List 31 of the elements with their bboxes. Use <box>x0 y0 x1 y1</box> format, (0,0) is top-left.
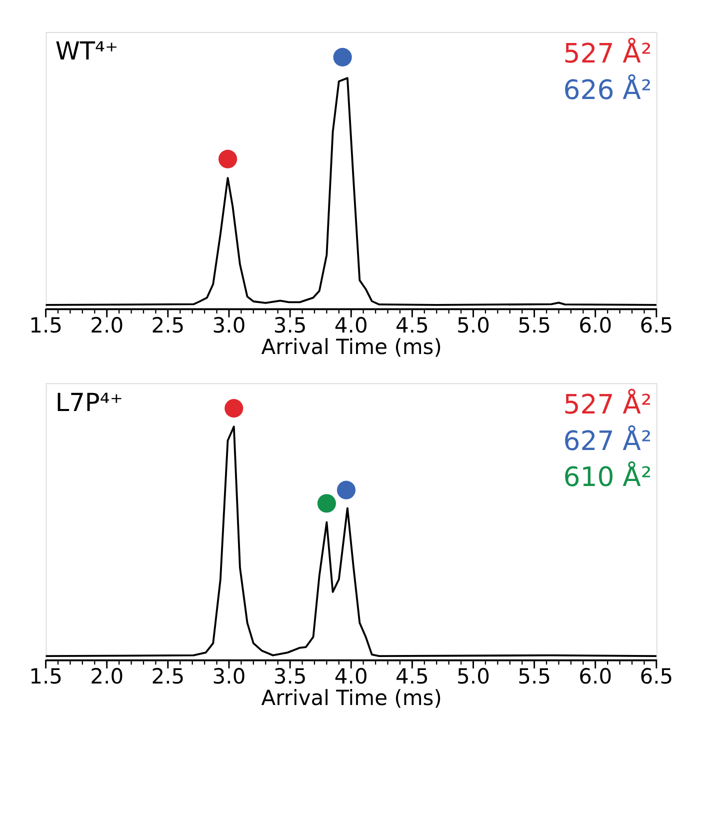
x-tick-label: 2.5 <box>151 664 185 689</box>
x-tick-label: 5.0 <box>456 664 490 689</box>
x-axis-title: Arrival Time (ms) <box>261 335 442 360</box>
text: 527 Å² <box>563 388 652 421</box>
x-axis-title: Arrival Time (ms) <box>261 686 442 710</box>
chart-title: WT⁴⁺ <box>55 36 118 66</box>
x-tick-label: 2.0 <box>90 664 124 689</box>
x-tick-label: 1.5 <box>29 664 62 689</box>
x-tick-label: 3.5 <box>273 664 307 689</box>
x-tick-label: 6.0 <box>578 314 612 338</box>
text: 627 Å² <box>563 424 652 457</box>
x-tick-label: 2.0 <box>90 314 124 338</box>
text: 527 Å² <box>563 38 652 70</box>
chart-title: L7P⁴⁺ <box>55 388 123 417</box>
x-tick-label: 2.5 <box>151 314 185 338</box>
x-tick-label: 4.0 <box>334 314 368 338</box>
x-tick-label: 6.5 <box>640 314 674 338</box>
x-tick-label: 1.5 <box>29 314 62 338</box>
x-tick-label: 5.5 <box>518 314 551 338</box>
x-tick-label: 5.5 <box>518 664 551 689</box>
x-tick-label: 5.0 <box>456 314 490 338</box>
x-tick-label: 3.0 <box>212 664 246 689</box>
text: 610 Å² <box>563 461 652 494</box>
x-tick-label: 4.0 <box>334 664 368 689</box>
x-tick-label: 3.0 <box>212 314 246 338</box>
x-tick-label: 4.5 <box>395 664 429 689</box>
x-tick-label: 6.5 <box>640 664 674 689</box>
x-tick-label: 4.5 <box>395 314 429 338</box>
x-tick-label: 6.0 <box>578 664 612 689</box>
x-tick-label: 3.5 <box>273 314 307 338</box>
text: 626 Å² <box>563 74 652 106</box>
